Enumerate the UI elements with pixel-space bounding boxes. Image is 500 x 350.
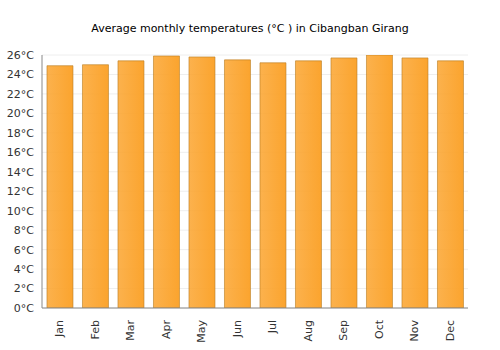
svg-text:22°C: 22°C: [8, 88, 34, 101]
svg-text:8°C: 8°C: [14, 224, 34, 237]
html-text:Average monthly temperatures (: Average monthly temperatures (°C ) in Ci…: [91, 22, 409, 35]
svg-text:4°C: 4°C: [14, 263, 34, 276]
svg-text:18°C: 18°C: [8, 127, 34, 140]
svg-text:Jan: Jan: [53, 320, 66, 338]
svg-text:Sep: Sep: [337, 320, 350, 341]
svg-text:Oct: Oct: [373, 319, 386, 339]
svg-text:Jun: Jun: [231, 320, 244, 338]
svg-text:Dec: Dec: [444, 320, 457, 341]
svg-text:16°C: 16°C: [8, 146, 34, 159]
svg-text:2°C: 2°C: [14, 282, 34, 295]
svg-text:6°C: 6°C: [14, 244, 34, 257]
svg-text:26°C: 26°C: [8, 49, 34, 62]
svg-text:20°C: 20°C: [8, 107, 34, 120]
svg-text:0°C: 0°C: [14, 302, 34, 315]
svg-text:May: May: [195, 320, 208, 343]
svg-text:14°C: 14°C: [8, 166, 34, 179]
svg-text:Aug: Aug: [302, 320, 315, 341]
svg-text:Nov: Nov: [408, 320, 421, 342]
svg-text:Apr: Apr: [160, 320, 173, 340]
svg-text:12°C: 12°C: [8, 185, 34, 198]
svg-text:10°C: 10°C: [8, 205, 34, 218]
svg-text:Mar: Mar: [124, 320, 137, 341]
svg-text:Feb: Feb: [89, 320, 102, 339]
svg-text:24°C: 24°C: [8, 68, 34, 81]
svg-text:Jul: Jul: [266, 320, 279, 334]
